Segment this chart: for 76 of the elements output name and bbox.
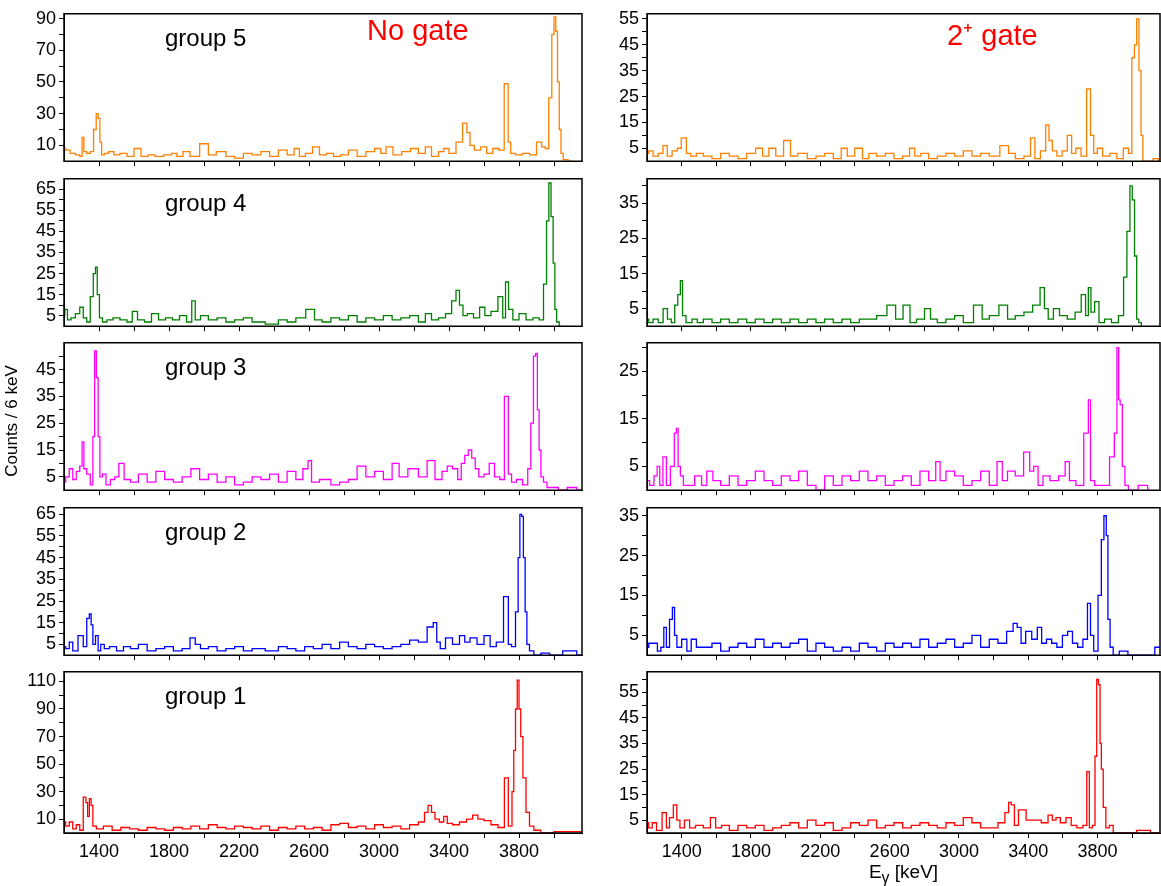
y-tick-label: 90 bbox=[35, 698, 56, 719]
annotation: group 4 bbox=[165, 188, 247, 217]
y-tick-label: 35 bbox=[618, 732, 639, 753]
y-tick-label: 35 bbox=[618, 191, 639, 212]
x-tick-label: 1400 bbox=[78, 841, 120, 862]
y-tick-label: 50 bbox=[35, 70, 56, 91]
y-tick-label: 25 bbox=[35, 412, 56, 433]
chart-title: No gate bbox=[367, 14, 469, 47]
y-tick-label: 45 bbox=[618, 33, 639, 54]
y-tick-label: 55 bbox=[35, 524, 56, 545]
y-tick-label: 5 bbox=[45, 633, 56, 654]
y-tick-label: 15 bbox=[35, 283, 56, 304]
x-tick-label: 3800 bbox=[1077, 841, 1118, 862]
y-tick-label: 15 bbox=[618, 783, 639, 804]
y-tick-label: 35 bbox=[35, 568, 56, 589]
y-tick-label: 55 bbox=[618, 681, 639, 702]
y-tick-label: 45 bbox=[618, 707, 639, 728]
y-tick-label: 25 bbox=[618, 544, 639, 565]
y-tick-label: 30 bbox=[35, 102, 56, 123]
x-tick-label: 2600 bbox=[288, 841, 330, 862]
y-tick-label: 25 bbox=[35, 262, 56, 283]
y-tick-label: 65 bbox=[35, 177, 56, 198]
y-tick-label: 30 bbox=[35, 781, 56, 802]
y-tick-label: 5 bbox=[628, 809, 639, 830]
annotation: group 5 bbox=[165, 24, 247, 52]
x-axis-title: E$_{γ}$ [keV] bbox=[867, 861, 940, 886]
y-tick-label: 5 bbox=[628, 137, 639, 158]
annotation: group 3 bbox=[165, 353, 247, 382]
y-tick-label: 35 bbox=[35, 241, 56, 262]
y-tick-label: 5 bbox=[45, 304, 56, 325]
y-tick-label: 10 bbox=[35, 808, 56, 829]
y-tick-label: 10 bbox=[35, 134, 56, 155]
y-tick-label: 25 bbox=[618, 85, 639, 106]
y-tick-label: 15 bbox=[618, 584, 639, 605]
x-tick-label: 1400 bbox=[661, 841, 702, 862]
x-tick-label: 1800 bbox=[730, 841, 772, 862]
y-tick-label: 15 bbox=[618, 111, 639, 132]
y-tick-label: 45 bbox=[35, 358, 56, 379]
y-tick-label: 5 bbox=[628, 455, 639, 476]
y-tick-label: 25 bbox=[35, 589, 56, 610]
x-tick-label: 3400 bbox=[1008, 841, 1049, 862]
y-tick-label: 55 bbox=[35, 198, 56, 219]
y-tick-label: 90 bbox=[35, 7, 56, 28]
y-tick-label: 50 bbox=[35, 753, 56, 774]
y-tick-label: 15 bbox=[618, 262, 639, 283]
x-tick-label: 3000 bbox=[938, 841, 979, 862]
y-tick-label: 25 bbox=[618, 227, 639, 248]
y-tick-label: 15 bbox=[35, 439, 56, 460]
chart-title: 2⁺ gate bbox=[947, 18, 1038, 53]
y-tick-label: 15 bbox=[35, 611, 56, 632]
y-tick-label: 45 bbox=[35, 220, 56, 241]
y-tick-label: 5 bbox=[628, 624, 639, 645]
y-tick-label: 45 bbox=[35, 546, 56, 567]
y-tick-label: 55 bbox=[618, 7, 639, 28]
y-tick-label: 65 bbox=[35, 503, 56, 524]
y-tick-label: 35 bbox=[618, 504, 639, 525]
x-tick-label: 2200 bbox=[800, 841, 841, 862]
y-tick-label: 15 bbox=[618, 408, 639, 429]
x-tick-label: 2200 bbox=[218, 841, 260, 862]
y-tick-label: 110 bbox=[27, 670, 56, 691]
y-tick-label: 5 bbox=[45, 465, 56, 486]
y-tick-label: 70 bbox=[35, 725, 56, 746]
y-tick-label: 5 bbox=[628, 297, 639, 318]
y-tick-label: 35 bbox=[618, 59, 639, 80]
y-tick-label: 35 bbox=[35, 385, 56, 406]
x-tick-label: 1800 bbox=[148, 841, 190, 862]
x-tick-label: 3000 bbox=[358, 841, 400, 862]
annotation: group 2 bbox=[165, 517, 247, 546]
y-tick-label: 25 bbox=[618, 360, 639, 381]
annotation: group 1 bbox=[165, 682, 247, 711]
y-axis-title: Counts / 6 keV bbox=[1, 365, 22, 478]
x-tick-label: 2600 bbox=[869, 841, 910, 862]
y-tick-label: 25 bbox=[618, 758, 639, 779]
x-tick-label: 3400 bbox=[428, 841, 470, 862]
x-tick-label: 3800 bbox=[498, 841, 540, 862]
y-tick-label: 70 bbox=[35, 39, 56, 60]
